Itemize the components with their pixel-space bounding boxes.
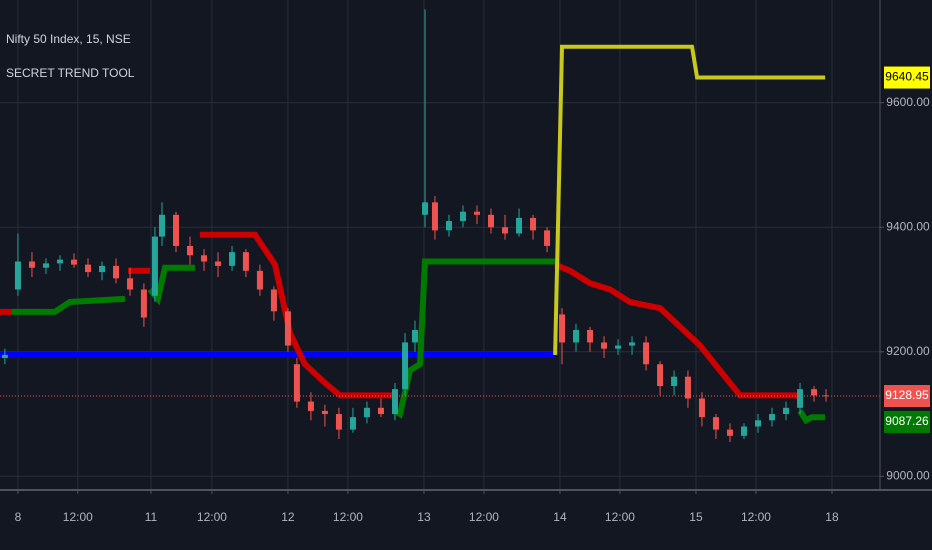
candle-body bbox=[56, 259, 63, 264]
x-tick-label: 12:00 bbox=[333, 510, 363, 524]
x-tick-label: 8 bbox=[15, 510, 22, 524]
candle-body bbox=[811, 389, 818, 396]
candle-body bbox=[411, 329, 418, 343]
x-tick-label: 15 bbox=[689, 510, 703, 524]
candle-body bbox=[140, 289, 147, 318]
price-tag bbox=[884, 385, 930, 408]
candle-body bbox=[629, 342, 636, 346]
candle-body bbox=[215, 261, 222, 266]
candle-body bbox=[712, 417, 719, 430]
candle-body bbox=[516, 217, 523, 234]
y-tick-label: 9600.00 bbox=[886, 95, 930, 109]
candle-body bbox=[502, 227, 509, 234]
candle-body bbox=[151, 236, 158, 296]
candle-body bbox=[587, 329, 594, 343]
candle-body bbox=[158, 214, 165, 237]
x-tick-label: 12:00 bbox=[63, 510, 93, 524]
candle-body bbox=[187, 245, 194, 256]
candle-body bbox=[573, 329, 580, 343]
candle-body bbox=[769, 414, 776, 421]
candle-body bbox=[431, 202, 438, 231]
candle-body bbox=[229, 252, 236, 266]
x-tick-label: 11 bbox=[145, 510, 158, 524]
candle-body bbox=[488, 214, 495, 228]
chart-title: Nifty 50 Index, 15, NSE bbox=[6, 32, 131, 46]
axes-layer: 9000.00 9200.00 9400.00 9600.00 8 12:00 11 12:0… bbox=[15, 66, 930, 524]
price-tag-label: 9128.95 bbox=[885, 388, 929, 402]
price-tag-label: 9087.26 bbox=[885, 414, 929, 428]
candle-body bbox=[14, 261, 21, 290]
candle-body bbox=[445, 221, 452, 231]
candle-body bbox=[671, 376, 678, 387]
candle-body bbox=[726, 429, 733, 436]
candle-body bbox=[42, 263, 49, 268]
candle-body bbox=[615, 345, 622, 349]
x-tick-label: 12:00 bbox=[197, 510, 227, 524]
candle-body bbox=[402, 342, 409, 390]
price-tag bbox=[884, 410, 930, 433]
indicator-line bbox=[12, 258, 826, 425]
grid-layer bbox=[0, 0, 880, 490]
candle-body bbox=[293, 364, 300, 402]
candle-body bbox=[127, 278, 134, 290]
x-tick-label: 14 bbox=[553, 510, 567, 524]
candle-body bbox=[349, 417, 356, 430]
candle-body bbox=[201, 255, 208, 262]
x-tick-label: 12:00 bbox=[469, 510, 499, 524]
candle-body bbox=[242, 252, 249, 271]
chart-subtitle: SECRET TREND TOOL bbox=[6, 66, 135, 80]
candle-body bbox=[256, 270, 263, 290]
candle-body bbox=[544, 230, 551, 246]
candle-body bbox=[284, 311, 291, 346]
y-tick-label: 9400.00 bbox=[886, 219, 930, 233]
indicator-line bbox=[553, 44, 826, 355]
candle-body bbox=[70, 259, 77, 265]
candle-body bbox=[363, 407, 370, 418]
candle-body bbox=[601, 342, 608, 349]
candle-body bbox=[559, 314, 566, 343]
y-tick-label: 9000.00 bbox=[886, 468, 930, 482]
x-tick-label: 18 bbox=[825, 510, 839, 524]
y-tick-label: 9200.00 bbox=[886, 344, 930, 358]
candle-body bbox=[783, 407, 790, 415]
x-tick-label: 12:00 bbox=[605, 510, 635, 524]
candle-body bbox=[99, 265, 106, 273]
x-tick-label: 12 bbox=[281, 510, 295, 524]
candle-body bbox=[321, 410, 328, 415]
price-tag bbox=[884, 66, 930, 89]
candle-body bbox=[1, 354, 8, 359]
candle-body bbox=[684, 376, 691, 399]
candle-body bbox=[307, 401, 314, 411]
candle-body bbox=[473, 211, 480, 215]
candle-body bbox=[377, 407, 384, 415]
x-tick-label: 13 bbox=[417, 510, 431, 524]
candle-body bbox=[270, 289, 277, 312]
candle-body bbox=[740, 426, 747, 436]
candle-body bbox=[797, 389, 804, 408]
candle-body bbox=[173, 214, 179, 246]
candle-body bbox=[459, 211, 466, 222]
candle-body bbox=[113, 265, 120, 279]
candle-body bbox=[643, 342, 650, 365]
candle-body bbox=[391, 389, 398, 415]
candle-body bbox=[85, 264, 91, 273]
candle-body bbox=[335, 414, 342, 430]
candle-body bbox=[422, 202, 429, 215]
plot-layer bbox=[0, 9, 880, 443]
candle-body bbox=[698, 398, 705, 418]
candle-body bbox=[530, 217, 537, 231]
candle-body bbox=[657, 364, 664, 387]
indicator-line bbox=[0, 231, 800, 399]
candle-body bbox=[823, 395, 830, 397]
candle-body bbox=[28, 261, 35, 268]
candle-body bbox=[754, 420, 761, 427]
x-tick-label: 12:00 bbox=[741, 510, 771, 524]
price-tag-label: 9640.45 bbox=[885, 70, 929, 84]
